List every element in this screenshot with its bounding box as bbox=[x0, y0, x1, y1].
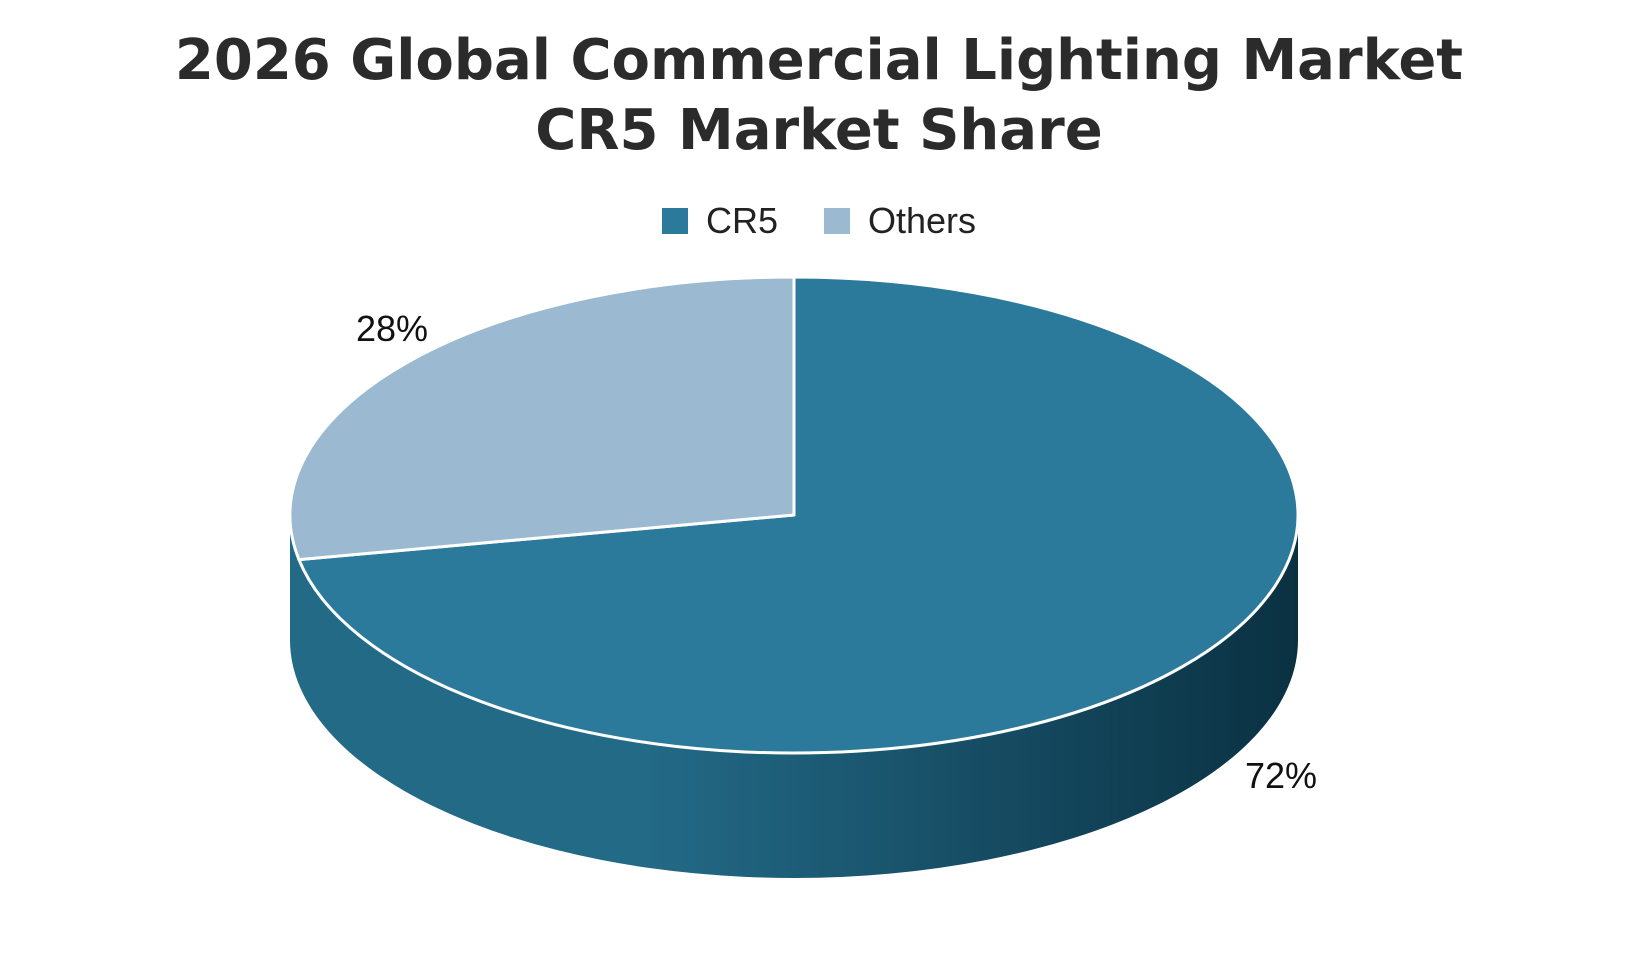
chart-title: 2026 Global Commercial Lighting Market C… bbox=[0, 26, 1638, 166]
legend-label-others: Others bbox=[867, 200, 977, 241]
legend-swatch-cr5 bbox=[661, 208, 688, 234]
legend-item-others[interactable]: Others bbox=[823, 200, 977, 242]
chart-legend: CR5 Others bbox=[0, 200, 1638, 242]
chart-title-line-1: 2026 Global Commercial Lighting Market bbox=[174, 28, 1464, 93]
chart-title-line-2: CR5 Market Share bbox=[535, 98, 1103, 163]
data-label-others: 28% bbox=[356, 308, 428, 349]
legend-swatch-others bbox=[823, 208, 850, 234]
pie-side-wall bbox=[290, 515, 1298, 878]
pie-slice-others[interactable] bbox=[288, 275, 796, 562]
legend-label-cr5: CR5 bbox=[705, 200, 778, 241]
pie-slice-cr5[interactable] bbox=[297, 275, 1300, 755]
legend-item-cr5[interactable]: CR5 bbox=[661, 200, 778, 242]
data-label-cr5: 72% bbox=[1245, 755, 1317, 796]
